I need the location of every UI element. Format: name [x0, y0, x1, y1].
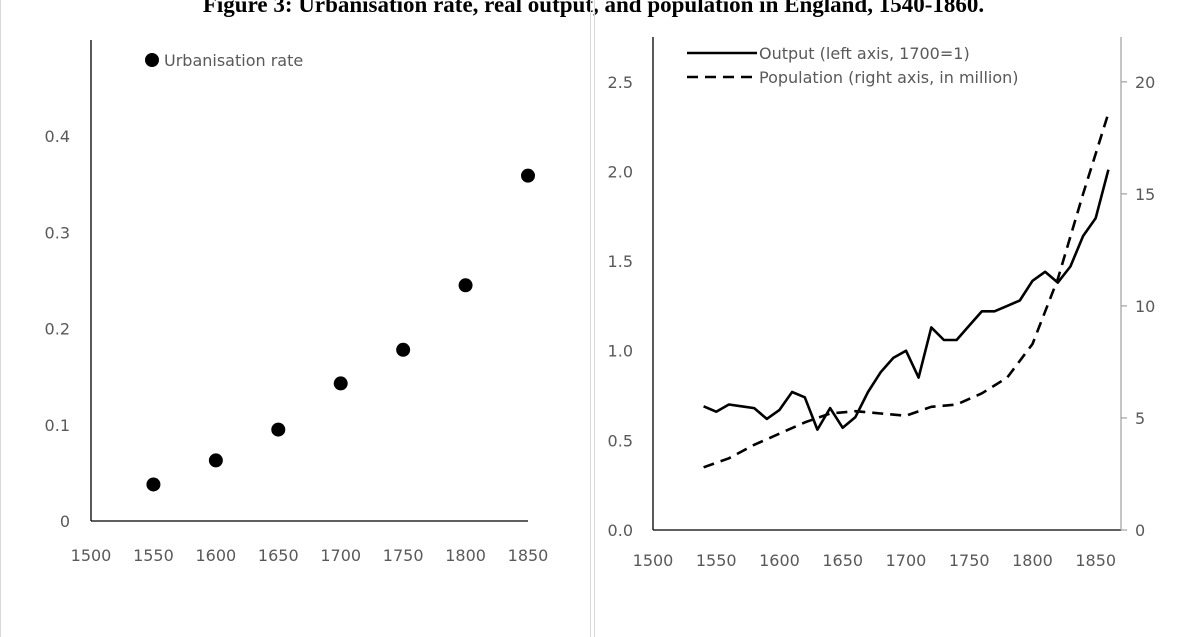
- urbanisation-scatter-chart: 1500 1550 1600 1650 1700 1750 1800 1850 0 0.1 0.2 0…: [45, 40, 549, 565]
- left-y-tick-label-0.0: 0.0: [608, 521, 633, 540]
- data-point-1550: [146, 477, 161, 492]
- x-tick-label-1600: 1600: [759, 551, 800, 570]
- right-y-tick-label-15: 15: [1135, 185, 1155, 204]
- data-point-1650: [271, 422, 286, 437]
- y-tick-label-0: 0: [60, 512, 70, 531]
- x-tick-label-1600: 1600: [195, 546, 236, 565]
- data-point-1700: [333, 376, 348, 391]
- y-tick-label-0.4: 0.4: [45, 127, 70, 146]
- panel-divider-middle-2: [594, 0, 595, 637]
- panel-divider-middle: [590, 0, 591, 637]
- legend-marker-urbanisation-rate: [145, 53, 159, 67]
- x-tick-label-1700: 1700: [320, 546, 361, 565]
- legend-label-urbanisation-rate: Urbanisation rate: [164, 51, 303, 70]
- x-tick-label-1850: 1850: [508, 546, 549, 565]
- x-tick-label-1700: 1700: [886, 551, 927, 570]
- right-y-tick-label-5: 5: [1135, 409, 1145, 428]
- left-y-tick-label-1.0: 1.0: [608, 342, 633, 361]
- x-tick-label-1500: 1500: [71, 546, 112, 565]
- y-tick-label-0.1: 0.1: [45, 416, 70, 435]
- x-tick-label-1800: 1800: [1012, 551, 1053, 570]
- left-y-tick-label-2.5: 2.5: [608, 73, 633, 92]
- x-tick-label-1850: 1850: [1075, 551, 1116, 570]
- left-y-tick-label-1.5: 1.5: [608, 252, 633, 271]
- right-y-tick-label-10: 10: [1135, 297, 1155, 316]
- x-tick-label-1650: 1650: [822, 551, 863, 570]
- x-tick-label-1500: 1500: [633, 551, 674, 570]
- right-y-tick-label-20: 20: [1135, 73, 1155, 92]
- output-line: [703, 169, 1110, 431]
- y-tick-label-0.2: 0.2: [45, 320, 70, 339]
- data-point-1850: [521, 168, 535, 183]
- data-point-1800: [458, 278, 473, 293]
- urbanisation-chart-panel: 1500 1550 1600 1650 1700 1750 1800 1850 0 0.1 0.2 0…: [0, 0, 590, 637]
- output-population-line-chart: 1500 1550 1600 1650 1700 1750 1800 18500.00.51.…: [608, 37, 1155, 570]
- x-tick-label-1800: 1800: [445, 546, 486, 565]
- population-line: [703, 112, 1110, 469]
- x-tick-label-1750: 1750: [949, 551, 990, 570]
- x-tick-label-1750: 1750: [383, 546, 424, 565]
- data-point-1600: [208, 453, 223, 468]
- left-y-tick-label-2.0: 2.0: [608, 162, 633, 181]
- figure-title: Figure 3: Urbanisation rate, real output…: [202, 0, 985, 17]
- x-tick-label-1650: 1650: [258, 546, 299, 565]
- output-population-chart-panel: 1500 1550 1600 1650 1700 1750 1800 1850 0.0 0.5 1.…: [595, 0, 1187, 637]
- x-tick-label-1550: 1550: [133, 546, 174, 565]
- y-tick-label-0.3: 0.3: [45, 223, 70, 242]
- left-y-tick-label-0.5: 0.5: [608, 431, 633, 450]
- legend-label-output: Output (left axis, 1700=1): [759, 44, 970, 63]
- legend-label-population: Population (right axis, in million): [759, 68, 1019, 87]
- right-y-tick-label-0: 0: [1135, 521, 1145, 540]
- x-tick-label-1550: 1550: [696, 551, 737, 570]
- data-point-1750: [396, 342, 411, 357]
- panel-divider-left: [0, 0, 1, 637]
